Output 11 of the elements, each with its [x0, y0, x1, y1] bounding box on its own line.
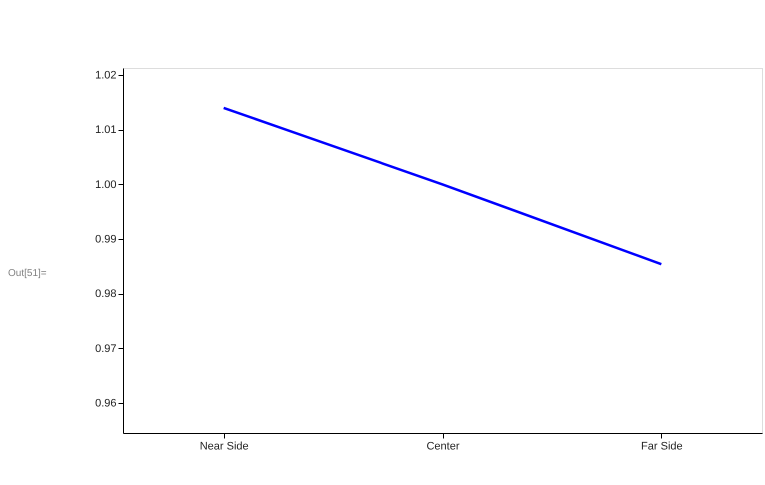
x-tick-label: Far Side	[641, 440, 683, 452]
x-tick-label: Near Side	[200, 440, 249, 452]
y-tick-label: 1.01	[95, 124, 116, 136]
y-tick-label: 1.02	[95, 70, 116, 82]
y-tick-label: 0.97	[95, 342, 116, 355]
x-tick-label: Center	[426, 440, 460, 452]
text: Out[51]=	[8, 268, 47, 279]
y-tick-label: 0.96	[95, 397, 116, 410]
y-tick-label: 1.00	[95, 178, 116, 191]
y-tick-label: 0.99	[95, 234, 116, 246]
y-tick-label: 0.98	[95, 288, 116, 300]
